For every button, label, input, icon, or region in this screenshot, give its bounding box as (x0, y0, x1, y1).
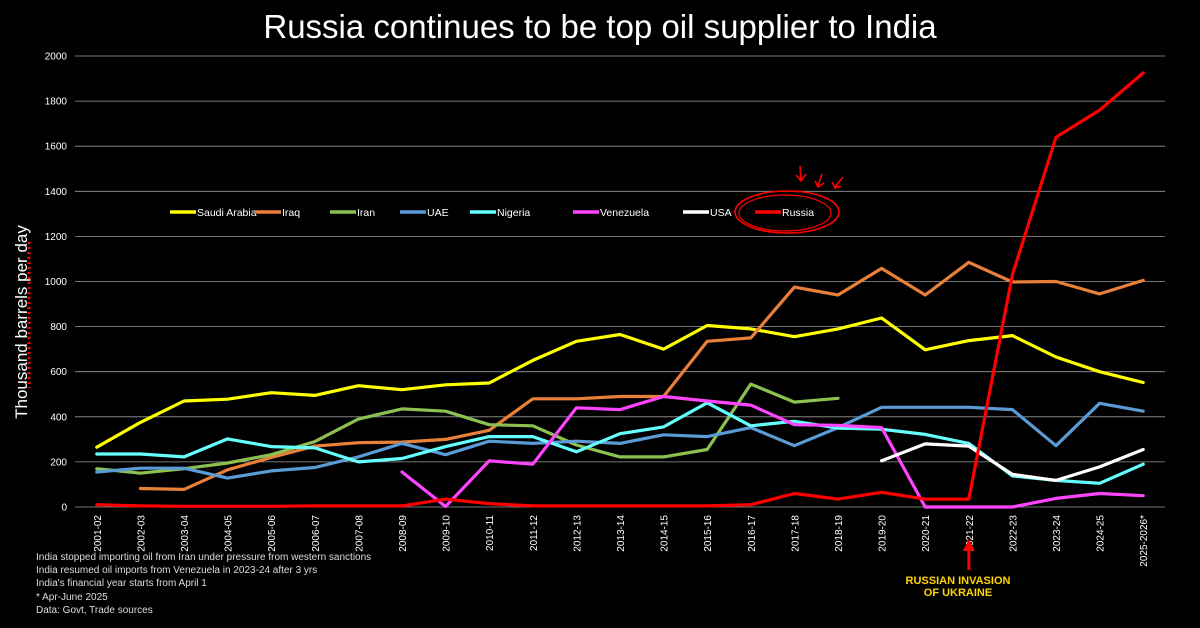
footnote: India resumed oil imports from Venezuela… (36, 565, 318, 577)
footnote-source: Data: Govt, Trade sources (36, 604, 153, 616)
y-tick-label: 2000 (45, 52, 68, 63)
x-tick-label: 2022-23 (1008, 515, 1019, 552)
series-lines (95, 71, 1145, 509)
legend-label: USA (710, 207, 732, 219)
arrow-icon (795, 165, 807, 183)
x-tick-label: 2024-25 (1096, 515, 1107, 552)
invasion-arrow-head (962, 539, 975, 551)
x-tick-label: 2023-24 (1052, 515, 1063, 552)
arrow-icon (814, 173, 825, 189)
arrow-icon (831, 176, 844, 189)
legend-highlight-circle (738, 194, 832, 232)
callout-line: RUSSIAN INVASION (905, 575, 1011, 587)
legend-label: Iran (357, 207, 375, 219)
x-tick-label: 2018-19 (834, 515, 845, 552)
series-line (95, 401, 1145, 485)
series-line (95, 401, 1145, 480)
x-tick-label: 2009-10 (442, 515, 453, 552)
x-tick-label: 2011-12 (529, 515, 540, 551)
y-tick-label: 1400 (45, 187, 68, 198)
x-tick-label: 2010-11 (485, 515, 496, 551)
x-tick-label: 2008-09 (398, 515, 409, 552)
x-tick-label: 2004-05 (224, 515, 235, 552)
x-tick-label: 2001-02 (93, 515, 104, 552)
y-tick-label: 1200 (45, 232, 68, 243)
series-line (400, 394, 1145, 509)
legend-label: Nigeria (497, 207, 530, 219)
invasion-callout: RUSSIAN INVASION OF UKRAINE (898, 575, 1018, 599)
legend: Saudi Arabia Iraq Iran UAE Nigeria Venezuela U… (170, 207, 814, 219)
legend-label: UAE (427, 207, 449, 219)
y-tick-label: 1000 (45, 277, 68, 288)
x-tick-label: 2015-16 (703, 515, 714, 552)
y-tick-label: 200 (50, 457, 67, 468)
x-tick-labels: 2001-02 2002-03 2003-04 2004-05 2005-06 2006-… (93, 515, 1150, 567)
chart-title: Russia continues to be top oil supplier … (263, 8, 937, 45)
x-tick-label: 2013-14 (616, 515, 627, 552)
series-line (880, 442, 1145, 482)
series-line (95, 316, 1145, 449)
x-tick-label: 2005-06 (267, 515, 278, 552)
y-tick-label: 1800 (45, 97, 68, 108)
x-tick-label: 2025-2026* (1139, 515, 1150, 567)
footnote: India stopped importing oil from Iran un… (36, 552, 372, 563)
series-line (95, 382, 840, 475)
annotations (734, 165, 975, 570)
y-tick-label: 800 (50, 322, 67, 333)
x-tick-label: 2007-08 (354, 515, 365, 552)
y-axis-label-highlight (27, 242, 31, 388)
callout-line: OF UKRAINE (923, 587, 993, 599)
legend-label: Iraq (282, 207, 300, 219)
footnotes: India stopped importing oil from Iran un… (36, 551, 371, 617)
legend-highlight-circle (734, 190, 840, 234)
y-tick-label: 1600 (45, 142, 68, 153)
x-tick-label: 2021-22 (965, 515, 976, 552)
x-tick-label: 2017-18 (790, 515, 801, 552)
x-tick-label: 2012-13 (572, 515, 583, 552)
legend-label: Russia (782, 207, 814, 219)
footnote: India's financial year starts from April… (36, 578, 207, 590)
x-tick-label: 2014-15 (660, 515, 671, 552)
x-tick-label: 2006-07 (311, 515, 322, 552)
x-tick-label: 2019-20 (878, 515, 889, 552)
y-tick-label: 400 (50, 412, 67, 423)
y-tick-label: 0 (61, 503, 67, 514)
x-tick-label: 2016-17 (747, 515, 758, 552)
y-tick-label: 600 (50, 367, 67, 378)
series-line (95, 71, 1145, 508)
x-tick-label: 2020-21 (921, 515, 932, 552)
legend-label: Venezuela (600, 207, 649, 219)
x-tick-label: 2002-03 (136, 515, 147, 552)
y-tick-labels: 0 200 400 600 800 1000 1200 1400 1600 1800 2000 (45, 52, 68, 514)
legend-label: Saudi Arabia (197, 207, 257, 219)
x-tick-label: 2003-04 (180, 515, 191, 552)
footnote: * Apr-June 2025 (36, 591, 108, 603)
